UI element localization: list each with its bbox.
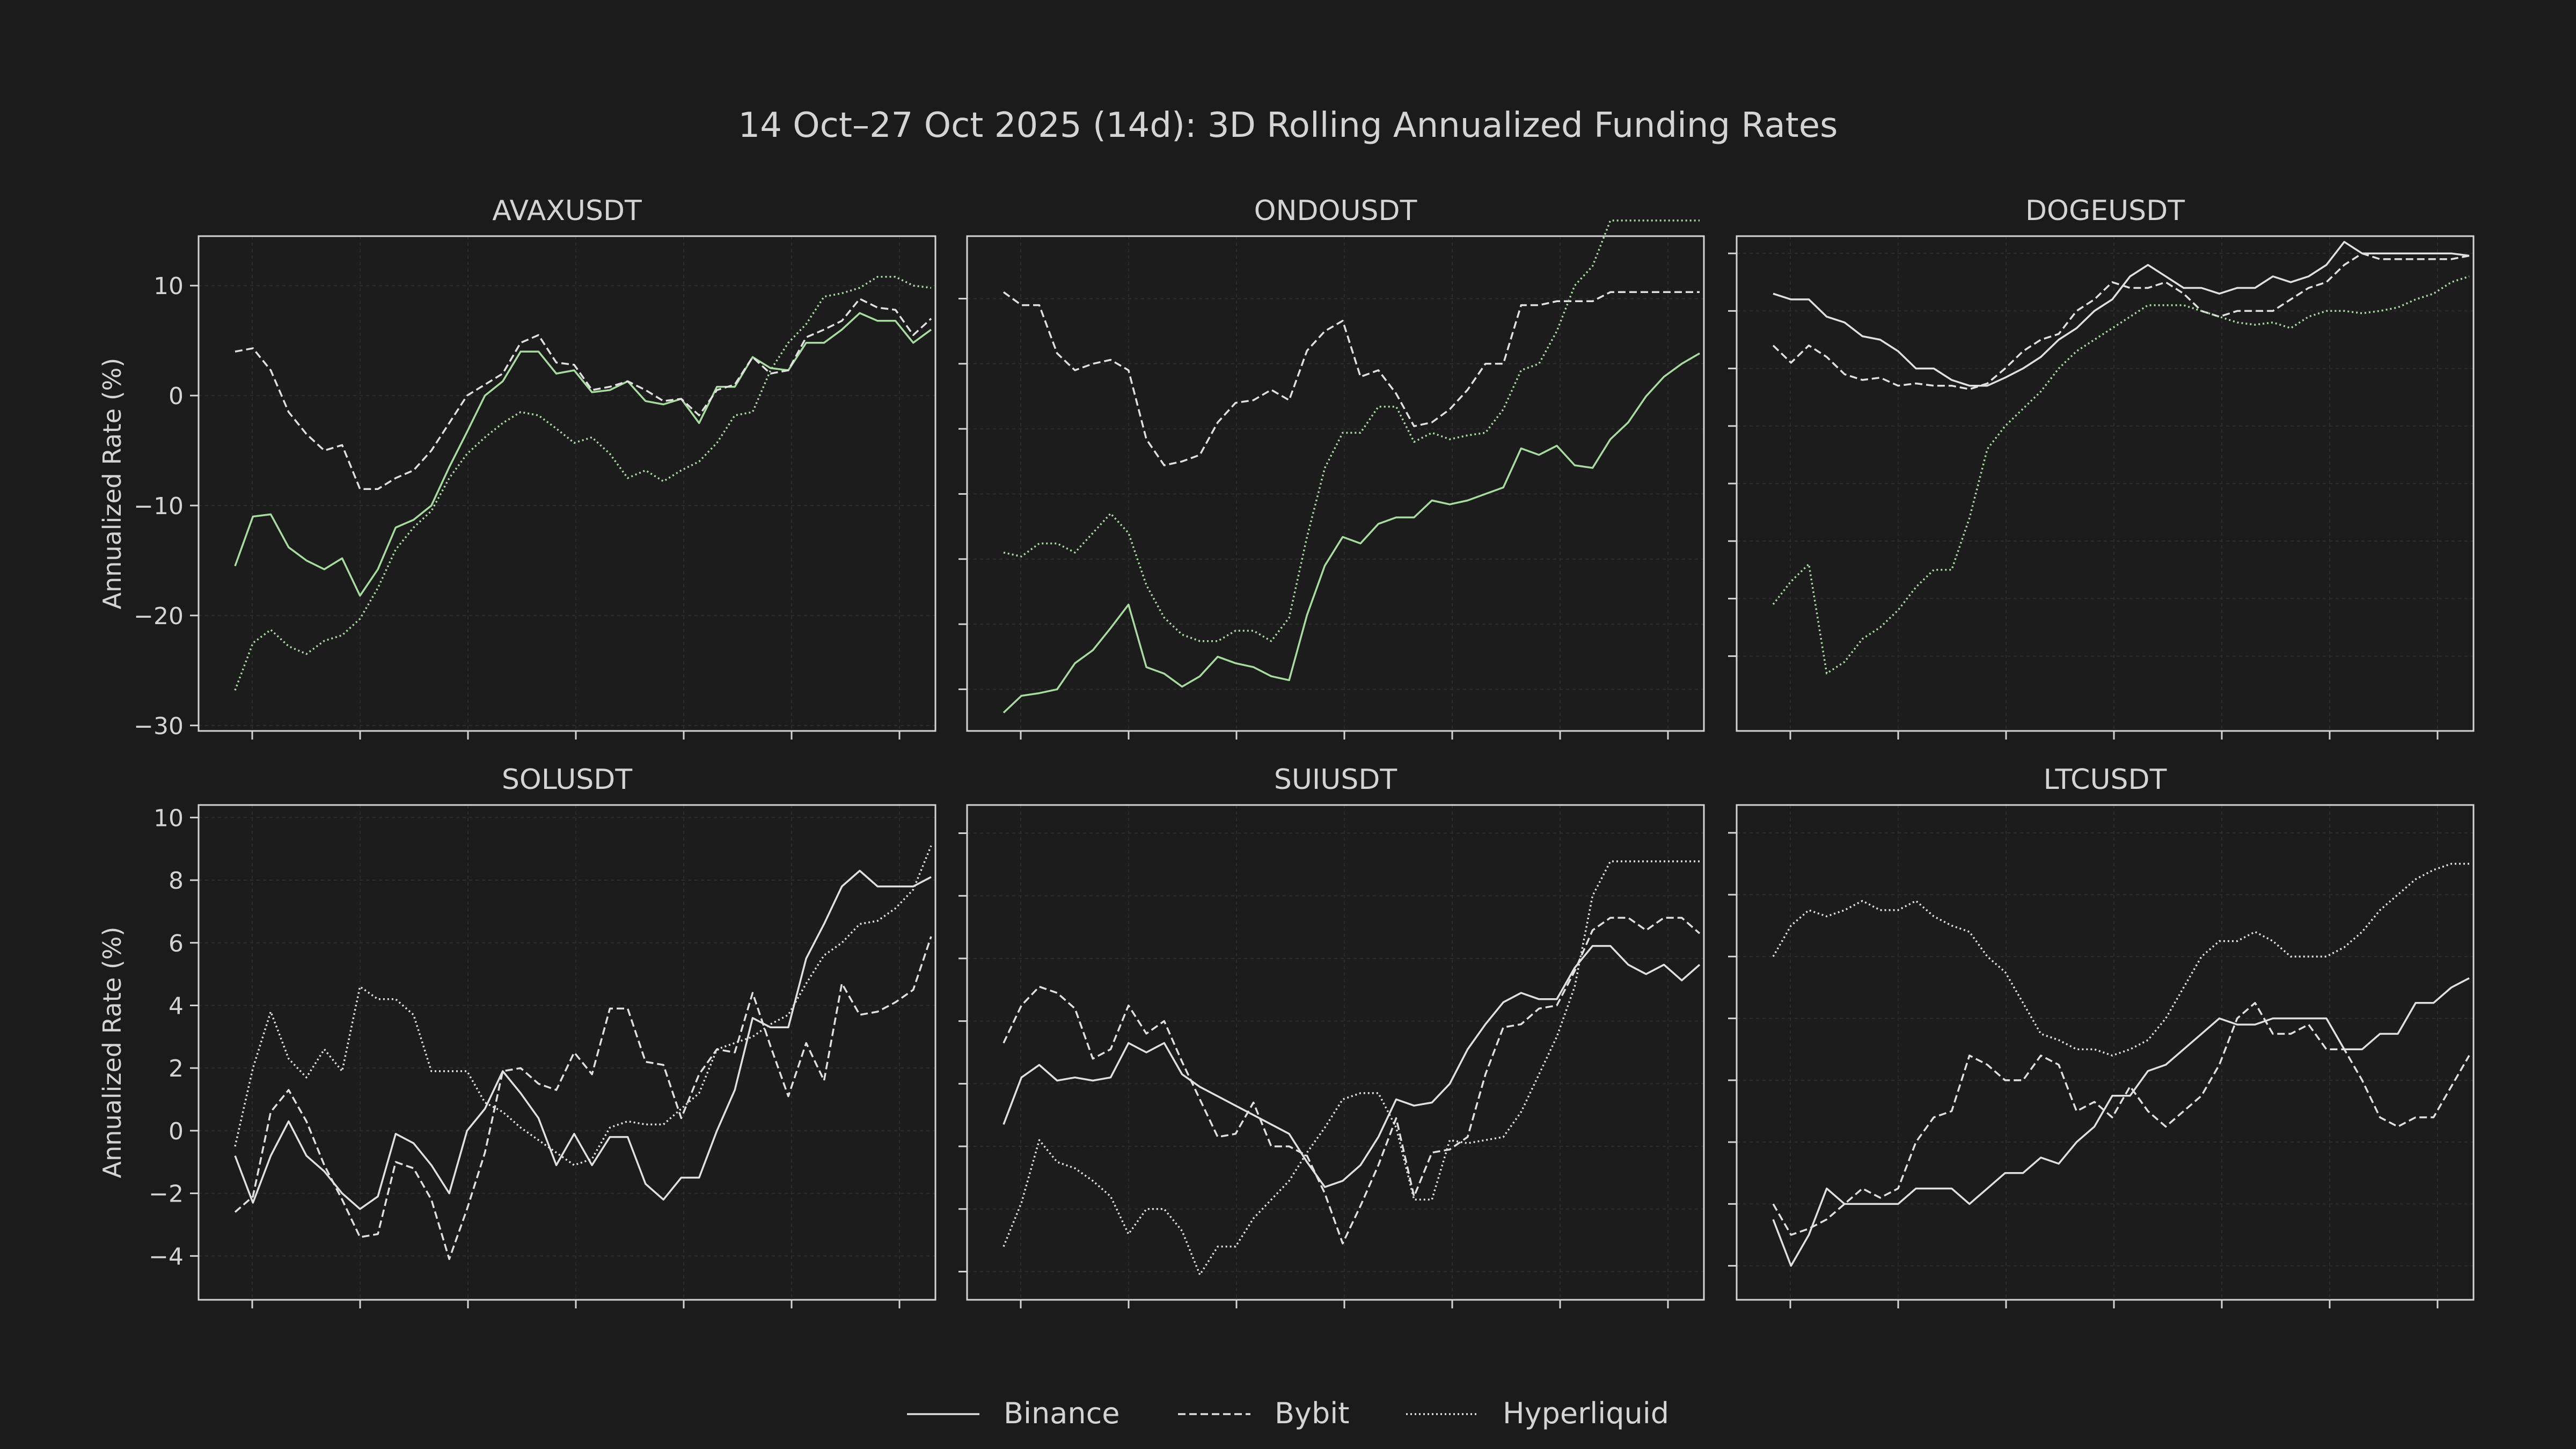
- y-tick-label: 10: [153, 273, 184, 300]
- y-axis-label: Annualized Rate (%): [98, 927, 127, 1179]
- figure-title: 14 Oct–27 Oct 2025 (14d): 3D Rolling Ann…: [738, 106, 1838, 145]
- axes-frame: [197, 235, 936, 732]
- y-tick-label: 10: [153, 804, 184, 832]
- legend-label: Binance: [1004, 1396, 1120, 1430]
- plot-area: [1737, 805, 2473, 1300]
- axes-frame: [1736, 235, 2475, 732]
- panel-title: SOLUSDT: [502, 764, 632, 796]
- legend: Binance Bybit Hyperliquid: [907, 1396, 1669, 1430]
- series-line-hyperliquid: [1002, 860, 1700, 1276]
- panel-title: ONDOUSDT: [1254, 195, 1417, 227]
- series-line-bybit: [235, 298, 932, 490]
- legend-item-bybit: Bybit: [1178, 1396, 1349, 1430]
- y-tick-label: 4: [169, 992, 184, 1020]
- panel-title: DOGEUSDT: [2025, 195, 2185, 227]
- series-line-hyperliquid: [1003, 219, 1700, 642]
- y-tick-label: 2: [169, 1055, 184, 1082]
- panel-dogeusdt: DOGEUSDT: [1728, 195, 2475, 740]
- panel-title: AVAXUSDT: [492, 195, 642, 227]
- y-tick-label: −10: [134, 493, 184, 520]
- axes-frame: [197, 804, 936, 1301]
- panel-ondousdt: ONDOUSDT: [958, 195, 1705, 740]
- series-line-binance: [1772, 977, 2470, 1267]
- legend-label: Hyperliquid: [1503, 1396, 1669, 1430]
- y-tick-label: 6: [169, 930, 184, 957]
- series-line-hyperliquid: [1772, 275, 2470, 675]
- axes-frame: [966, 804, 1705, 1301]
- y-tick-label: 0: [169, 1118, 184, 1145]
- plot-area: [967, 236, 1704, 731]
- series-line-bybit: [1002, 917, 1701, 1245]
- panel-title: LTCUSDT: [2044, 764, 2167, 796]
- series-line-binance: [234, 312, 932, 597]
- plot-area: [199, 236, 935, 731]
- series-line-binance: [1002, 945, 1701, 1188]
- series-line-binance: [1002, 352, 1700, 714]
- y-tick-label: −2: [149, 1181, 184, 1208]
- series-line-hyperliquid: [234, 276, 932, 691]
- series-line-bybit: [1772, 252, 2470, 390]
- panel-avaxusdt: −30 −20 −10 0 10 AVAXUSDT Annualized Rate (%): [98, 195, 936, 740]
- y-tick-label: −30: [134, 713, 184, 740]
- legend-item-binance: Binance: [907, 1396, 1120, 1430]
- plot-area: [199, 805, 935, 1300]
- y-tick-label: −4: [149, 1243, 184, 1270]
- panel-title: SUIUSDT: [1274, 764, 1397, 796]
- series-line-bybit: [1772, 1002, 2470, 1236]
- panel-suiusdt: SUIUSDT: [958, 764, 1705, 1308]
- axes-frame: [1736, 804, 2475, 1301]
- series-line-binance: [1773, 240, 2470, 387]
- series-line-bybit: [234, 936, 932, 1260]
- axes-frame: [966, 235, 1705, 732]
- plot-area: [967, 805, 1704, 1300]
- series-line-hyperliquid: [1772, 862, 2469, 1057]
- panel-solusdt: −4 −2 0 2 4 6 8 10 SOLUSDT Annualized Rate (%): [98, 764, 936, 1308]
- y-tick-label: −20: [134, 603, 184, 630]
- y-tick-label: 8: [169, 867, 184, 895]
- y-axis-label: Annualized Rate (%): [98, 358, 127, 610]
- legend-label: Bybit: [1275, 1396, 1349, 1430]
- series-line-binance: [234, 869, 932, 1210]
- series-line-bybit: [1002, 291, 1700, 466]
- panel-ltcusdt: LTCUSDT: [1728, 764, 2475, 1308]
- y-tick-label: 0: [169, 383, 184, 410]
- legend-item-hyperliquid: Hyperliquid: [1406, 1396, 1669, 1430]
